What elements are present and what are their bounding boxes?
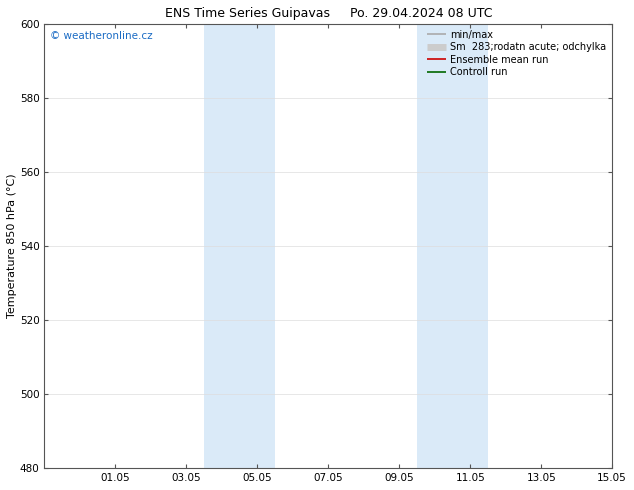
- Y-axis label: Temperature 850 hPa (°C): Temperature 850 hPa (°C): [7, 174, 17, 318]
- Legend: min/max, Sm  283;rodatn acute; odchylka, Ensemble mean run, Controll run: min/max, Sm 283;rodatn acute; odchylka, …: [424, 27, 609, 80]
- Text: © weatheronline.cz: © weatheronline.cz: [50, 30, 153, 41]
- Title: ENS Time Series Guipavas     Po. 29.04.2024 08 UTC: ENS Time Series Guipavas Po. 29.04.2024 …: [164, 7, 492, 20]
- Bar: [204, 24, 275, 468]
- Bar: [417, 24, 488, 468]
